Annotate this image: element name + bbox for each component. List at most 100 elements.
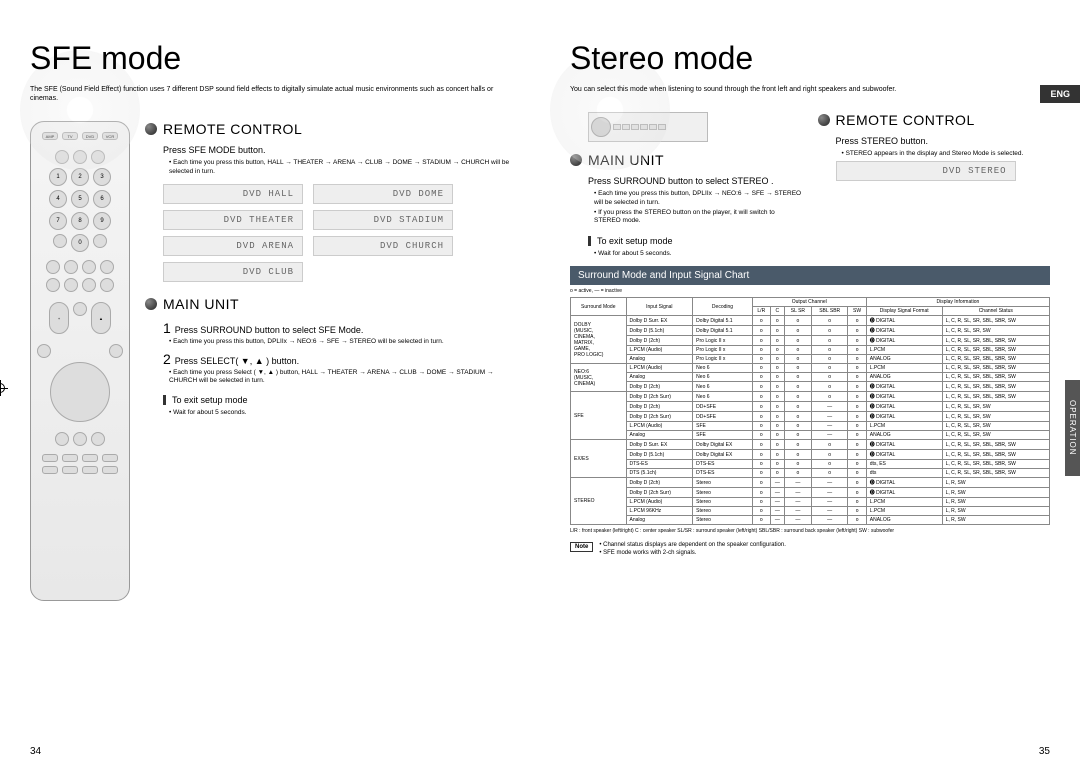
table-cell: Analog [626, 355, 693, 364]
table-cell: o [752, 336, 770, 346]
th-surround: Surround Mode [571, 298, 627, 316]
table-cell: o [784, 422, 811, 431]
mode-cell: STEREO [571, 478, 627, 525]
table-cell: o [770, 422, 784, 431]
table-cell: o [784, 382, 811, 392]
table-cell: L, R, SW [942, 488, 1049, 498]
table-cell: ANALOG [866, 431, 942, 440]
table-cell: 🅓 DIGITAL [866, 488, 942, 498]
table-cell: o [770, 382, 784, 392]
table-cell: o [752, 316, 770, 326]
table-cell: o [752, 412, 770, 422]
table-cell: o [848, 507, 866, 516]
table-cell: Neo 6 [693, 382, 753, 392]
table-cell: o [848, 392, 866, 402]
table-cell: o [811, 440, 847, 450]
table-cell: o [752, 507, 770, 516]
table-cell: o [784, 460, 811, 469]
table-cell: o [752, 450, 770, 460]
table-cell: 🅓 DIGITAL [866, 440, 942, 450]
table-cell: — [784, 488, 811, 498]
exit-detail: • Wait for about 5 seconds. [169, 409, 510, 417]
th-display: Display Information [866, 298, 1049, 307]
table-cell: o [848, 336, 866, 346]
chart-legend: o = active, — = inactive [570, 288, 1050, 294]
table-cell: o [752, 326, 770, 336]
table-cell: o [770, 392, 784, 402]
table-cell: L, C, R, SL, SR, SBL, SBR, SW [942, 450, 1049, 460]
table-cell: 🅓 DIGITAL [866, 326, 942, 336]
table-cell: Analog [626, 516, 693, 525]
th-output: Output Channel [752, 298, 866, 307]
table-row: DTS (5.1ch)DTS-ESooooodtsL, C, R, SL, SR… [571, 469, 1050, 478]
table-cell: o [848, 346, 866, 355]
th-slsr: SL SR [784, 307, 811, 316]
table-cell: Pro Logic II x [693, 336, 753, 346]
table-cell: L.PCM [866, 364, 942, 373]
page-title: Stereo mode [570, 40, 1050, 77]
table-cell: o [848, 373, 866, 382]
lcd-display: DVD HALL [163, 184, 303, 204]
table-row: EX/ESDolby D Surr. EXDolby Digital EXooo… [571, 440, 1050, 450]
lcd-display: DVD STEREO [836, 161, 1016, 181]
table-row: AnalogStereoo———oANALOGL, R, SW [571, 516, 1050, 525]
table-cell: o [848, 488, 866, 498]
table-cell: o [770, 355, 784, 364]
table-cell: — [770, 488, 784, 498]
table-cell: L, C, R, SL, SR, SBL, SBR, SW [942, 316, 1049, 326]
table-cell: o [811, 346, 847, 355]
table-cell: L.PCM [866, 507, 942, 516]
table-cell: o [848, 382, 866, 392]
lcd-display: DVD CLUB [163, 262, 303, 282]
mode-cell: EX/ES [571, 440, 627, 478]
table-cell: o [811, 326, 847, 336]
table-cell: o [752, 431, 770, 440]
th-lr: L/R [752, 307, 770, 316]
table-cell: o [752, 516, 770, 525]
table-cell: o [848, 498, 866, 507]
table-cell: o [811, 373, 847, 382]
table-cell: o [784, 336, 811, 346]
th-input: Input Signal [626, 298, 693, 316]
remote-control-heading: REMOTE CONTROL [818, 112, 1051, 128]
table-cell: o [811, 355, 847, 364]
table-cell: o [784, 412, 811, 422]
table-cell: o [784, 364, 811, 373]
table-cell: DD+SFE [693, 412, 753, 422]
table-cell: L.PCM [866, 346, 942, 355]
table-cell: DD+SFE [693, 402, 753, 412]
table-cell: ANALOG [866, 516, 942, 525]
table-cell: Dolby D (5.1ch) [626, 326, 693, 336]
table-cell: Dolby D (2ch) [626, 336, 693, 346]
mode-cell: NEO:6 (MUSIC, CINEMA) [571, 364, 627, 392]
table-row: DOLBY (MUSIC, CINEMA, MATRIX, GAME, PRO … [571, 316, 1050, 326]
table-cell: Dolby D (2ch) [626, 382, 693, 392]
table-cell: o [752, 460, 770, 469]
step-2: 2 Press SELECT( ▼, ▲ ) button. [163, 351, 510, 367]
exit-setup-heading: To exit setup mode [163, 395, 510, 405]
table-cell: o [811, 450, 847, 460]
lcd-display: DVD THEATER [163, 210, 303, 230]
table-cell: o [848, 478, 866, 488]
table-cell: o [752, 469, 770, 478]
table-cell: o [784, 450, 811, 460]
th-decoding: Decoding [693, 298, 753, 316]
table-cell: L, C, R, SL, SR, SBL, SBR, SW [942, 355, 1049, 364]
table-cell: Stereo [693, 516, 753, 525]
table-cell: Pro Logic II x [693, 355, 753, 364]
table-cell: o [770, 402, 784, 412]
mode-cell: SFE [571, 392, 627, 440]
table-cell: o [770, 460, 784, 469]
table-cell: o [811, 316, 847, 326]
table-cell: o [784, 440, 811, 450]
table-cell: o [848, 431, 866, 440]
page-34: SFE mode The SFE (Sound Field Effect) fu… [0, 0, 540, 777]
table-cell: — [811, 422, 847, 431]
table-cell: 🅓 DIGITAL [866, 402, 942, 412]
table-cell: o [752, 402, 770, 412]
table-cell: 🅓 DIGITAL [866, 412, 942, 422]
table-cell: o [770, 336, 784, 346]
table-cell: o [784, 392, 811, 402]
instruction-detail: • STEREO appears in the display and Ster… [842, 150, 1051, 158]
table-cell: L, C, R, SL, SR, SW [942, 412, 1049, 422]
